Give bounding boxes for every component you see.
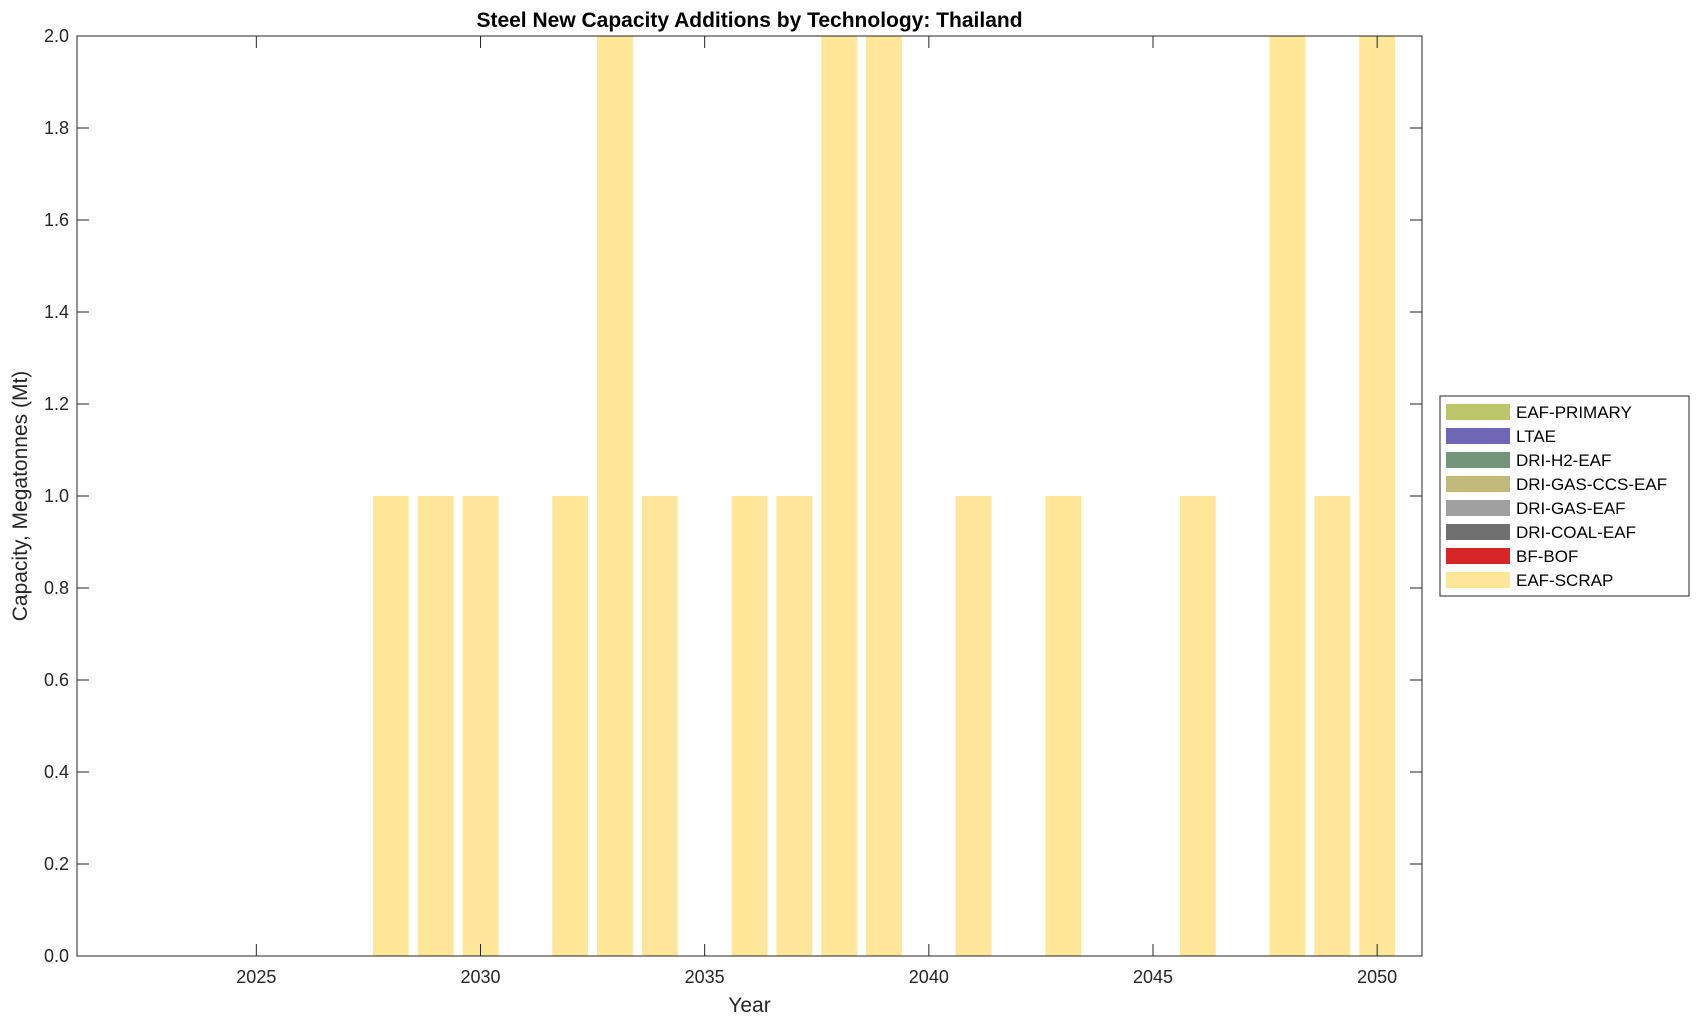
bar-eaf-scrap-2043 bbox=[1045, 496, 1082, 956]
legend-label-eaf-primary: EAF-PRIMARY bbox=[1516, 403, 1632, 422]
bar-eaf-scrap-2046 bbox=[1179, 496, 1216, 956]
x-tick-label: 2025 bbox=[236, 967, 276, 987]
legend-label-bf-bof: BF-BOF bbox=[1516, 547, 1578, 566]
y-tick-label: 1.8 bbox=[44, 118, 69, 138]
bar-eaf-scrap-2037 bbox=[776, 496, 813, 956]
y-tick-label: 0.2 bbox=[44, 854, 69, 874]
legend-label-dri-h2-eaf: DRI-H2-EAF bbox=[1516, 451, 1611, 470]
legend: EAF-PRIMARY LTAE DRI-H2-EAF DRI-GAS-CCS-EAF… bbox=[1439, 395, 1690, 597]
bar-eaf-scrap-2036 bbox=[731, 496, 768, 956]
bar-eaf-scrap-2049 bbox=[1314, 496, 1351, 956]
y-tick-label: 1.2 bbox=[44, 394, 69, 414]
x-tick-label: 2040 bbox=[909, 967, 949, 987]
legend-label-dri-gas-ccs-eaf: DRI-GAS-CCS-EAF bbox=[1516, 475, 1667, 494]
y-tick-label: 0.0 bbox=[44, 946, 69, 966]
bar-eaf-scrap-2032 bbox=[552, 496, 589, 956]
bar-eaf-scrap-2034 bbox=[641, 496, 678, 956]
legend-swatch-dri-h2-eaf bbox=[1446, 452, 1510, 468]
bar-eaf-scrap-2029 bbox=[417, 496, 454, 956]
chart-title: Steel New Capacity Additions by Technolo… bbox=[476, 9, 1022, 32]
bar-eaf-scrap-2038 bbox=[821, 36, 858, 956]
y-tick-label: 0.4 bbox=[44, 762, 69, 782]
legend-swatch-eaf-primary bbox=[1446, 404, 1510, 420]
y-tick-label: 2.0 bbox=[44, 26, 69, 46]
bar-eaf-scrap-2041 bbox=[955, 496, 992, 956]
y-axis-ticks: 0.0 0.2 0.4 0.6 0.8 1.0 1.2 1.4 1.6 1.8 2.0 bbox=[44, 26, 1422, 966]
bar-eaf-scrap-2048 bbox=[1269, 36, 1306, 956]
y-axis-label: Capacity, Megatonnes (Mt) bbox=[9, 371, 32, 622]
legend-swatch-dri-gas-ccs-eaf bbox=[1446, 476, 1510, 492]
bar-eaf-scrap-2028 bbox=[372, 496, 409, 956]
bars bbox=[372, 36, 1396, 956]
legend-label-dri-coal-eaf: DRI-COAL-EAF bbox=[1516, 523, 1636, 542]
bar-eaf-scrap-2030 bbox=[462, 496, 499, 956]
legend-swatch-bf-bof bbox=[1446, 548, 1510, 564]
legend-swatch-eaf-scrap bbox=[1446, 572, 1510, 588]
plot-area: 0.00.20.40.60.81.01.21.41.61.82.0 2025 20… bbox=[44, 26, 1423, 987]
plot-frame bbox=[76, 35, 1423, 957]
y-tick-label: 1.4 bbox=[44, 302, 69, 322]
legend-label-dri-gas-eaf: DRI-GAS-EAF bbox=[1516, 499, 1626, 518]
y-tick-label: 0.8 bbox=[44, 578, 69, 598]
y-tick-label: 1.0 bbox=[44, 486, 69, 506]
legend-swatch-dri-coal-eaf bbox=[1446, 524, 1510, 540]
y-tick-label: 1.6 bbox=[44, 210, 69, 230]
legend-swatch-ltae bbox=[1446, 428, 1510, 444]
x-tick-label: 2045 bbox=[1133, 967, 1173, 987]
bar-eaf-scrap-2039 bbox=[866, 36, 902, 956]
x-tick-label: 2030 bbox=[460, 967, 500, 987]
legend-box bbox=[1439, 395, 1690, 597]
x-tick-label: 2050 bbox=[1357, 967, 1397, 987]
legend-label-eaf-scrap: EAF-SCRAP bbox=[1516, 571, 1613, 590]
legend-label-ltae: LTAE bbox=[1516, 427, 1556, 446]
legend-swatch-dri-gas-eaf bbox=[1446, 500, 1510, 516]
x-axis-label: Year bbox=[728, 994, 770, 1017]
x-tick-label: 2035 bbox=[685, 967, 725, 987]
y-tick-label: 0.6 bbox=[44, 670, 69, 690]
x-axis-ticks: 2025 2030 2035 2040 2045 2050 bbox=[236, 36, 1397, 987]
bar-eaf-scrap-2033 bbox=[597, 36, 633, 956]
bar-eaf-scrap-2050 bbox=[1359, 36, 1396, 956]
